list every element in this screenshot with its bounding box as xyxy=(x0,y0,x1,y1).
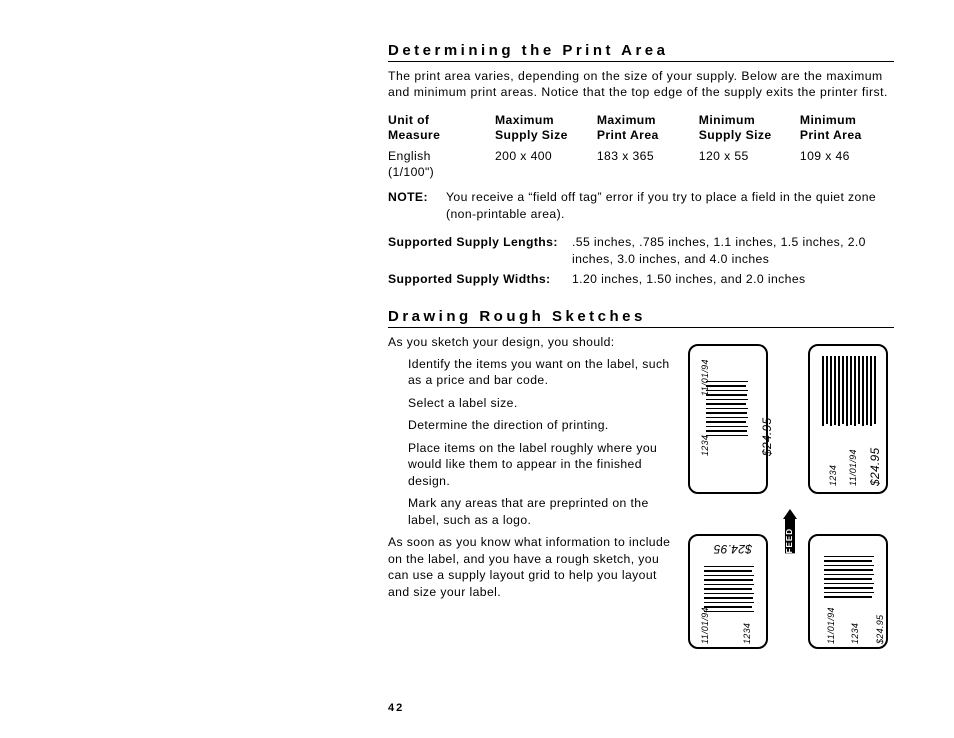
note-text: You receive a “field off tag” error if y… xyxy=(446,189,894,222)
label-card-a: 1234 11/01/94 $24.95 xyxy=(688,344,768,494)
sketch-lead: As you sketch your design, you should: xyxy=(388,334,678,350)
bullet-2: Select a label size. xyxy=(388,395,678,411)
card-d-id: 1234 xyxy=(850,622,860,643)
card-a-price: $24.95 xyxy=(760,417,774,456)
card-d-price: $24.95 xyxy=(875,614,885,643)
barcode-c xyxy=(704,566,754,613)
two-column-area: As you sketch your design, you should: I… xyxy=(388,334,894,664)
table-row: English(1/100") 200 x 400 183 x 365 120 … xyxy=(388,147,894,181)
label-card-c: $24.95 11/01/94 1234 xyxy=(688,534,768,649)
print-area-table: Unit ofMeasure MaximumSupply Size Maximu… xyxy=(388,113,894,181)
th-min-supply: MinimumSupply Size xyxy=(699,113,800,148)
label-card-d: 11/01/94 1234 $24.95 xyxy=(808,534,888,649)
heading-sketches: Drawing Rough Sketches xyxy=(388,308,894,328)
th-max-print: MaximumPrint Area xyxy=(597,113,699,148)
supported-table: Supported Supply Lengths: .55 inches, .7… xyxy=(388,234,894,291)
card-c-price: $24.95 xyxy=(708,542,752,556)
bullet-5: Mark any areas that are preprinted on th… xyxy=(388,495,678,528)
note-block: NOTE: You receive a “field off tag” erro… xyxy=(388,189,894,222)
supported-lengths-value: .55 inches, .785 inches, 1.1 inches, 1.5… xyxy=(572,234,894,271)
supported-lengths-label: Supported Supply Lengths: xyxy=(388,234,572,271)
barcode-d xyxy=(824,556,874,598)
arrow-up-icon xyxy=(783,509,797,519)
bullet-1: Identify the items you want on the label… xyxy=(388,356,678,389)
bullet-4: Place items on the label roughly where y… xyxy=(388,440,678,489)
feed-indicator: FEED xyxy=(780,509,800,558)
label-sketches: 1234 11/01/94 $24.95 xyxy=(688,334,894,664)
bullet-3: Determine the direction of printing. xyxy=(388,417,678,433)
supported-widths-value: 1.20 inches, 1.50 inches, and 2.0 inches xyxy=(572,271,894,291)
card-c-date: 11/01/94 xyxy=(700,607,710,644)
heading-print-area: Determining the Print Area xyxy=(388,42,894,62)
th-unit: Unit ofMeasure xyxy=(388,113,495,148)
card-b-price: $24.95 xyxy=(868,447,882,486)
sketch-tail: As soon as you know what information to … xyxy=(388,534,678,600)
card-a-id: 1234 xyxy=(700,434,710,455)
feed-label: FEED xyxy=(785,518,795,553)
label-card-b: 1234 11/01/94 $24.95 xyxy=(808,344,888,494)
card-c-id: 1234 xyxy=(742,622,752,643)
card-d-date: 11/01/94 xyxy=(826,607,836,644)
barcode-b xyxy=(822,356,876,426)
barcode-a xyxy=(706,381,748,437)
document-page: Determining the Print Area The print are… xyxy=(0,0,954,738)
page-number: 42 xyxy=(388,702,404,714)
th-max-supply: MaximumSupply Size xyxy=(495,113,597,148)
card-b-date: 11/01/94 xyxy=(848,449,858,486)
note-label: NOTE: xyxy=(388,189,446,222)
supported-widths-label: Supported Supply Widths: xyxy=(388,271,572,291)
sketch-text-column: As you sketch your design, you should: I… xyxy=(388,334,678,607)
intro-print-area: The print area varies, depending on the … xyxy=(388,68,894,101)
th-min-print: MinimumPrint Area xyxy=(800,113,894,148)
card-b-id: 1234 xyxy=(828,464,838,485)
